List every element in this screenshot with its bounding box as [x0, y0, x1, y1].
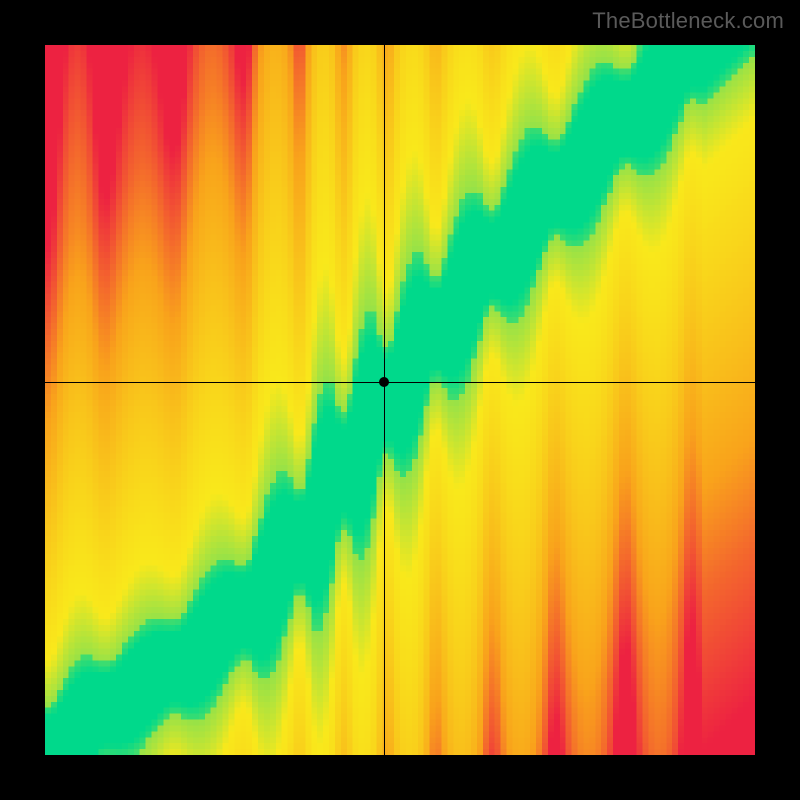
- crosshair-horizontal: [45, 382, 755, 383]
- crosshair-vertical: [384, 45, 385, 755]
- crosshair-marker: [379, 377, 389, 387]
- heatmap-canvas: [45, 45, 755, 755]
- watermark-text: TheBottleneck.com: [592, 8, 784, 34]
- bottleneck-heatmap-chart: [45, 45, 755, 755]
